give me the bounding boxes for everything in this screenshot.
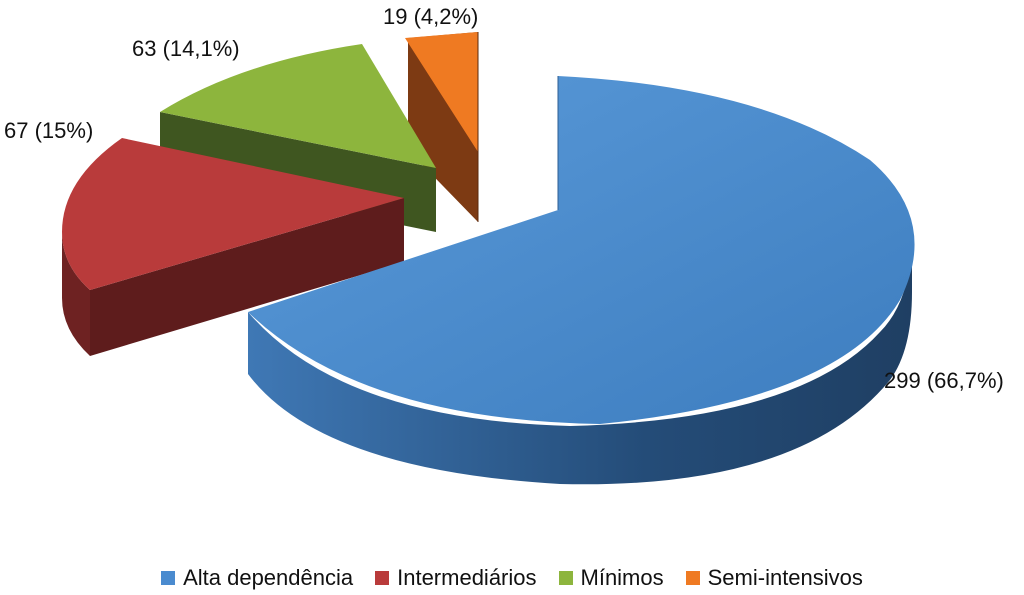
data-label-minimos: 63 (14,1%)	[132, 36, 240, 61]
legend-item-semi-intensivos: Semi-intensivos	[685, 565, 863, 591]
slice-alta-dependencia-side	[248, 232, 912, 485]
data-label-intermediarios: 67 (15%)	[4, 118, 93, 143]
legend-label-alta-dependencia: Alta dependência	[183, 565, 354, 590]
slice-intermediarios-top	[62, 138, 404, 290]
legend: Alta dependência Intermediários Mínimos …	[0, 562, 1024, 594]
legend-label-minimos: Mínimos	[580, 565, 664, 590]
legend-swatch-intermediarios	[375, 571, 390, 585]
legend-swatch-semi-intensivos	[685, 571, 700, 585]
slice-semi-intensivos-top	[405, 32, 478, 152]
slice-alta-dependencia	[248, 76, 915, 485]
legend-item-alta-dependencia: Alta dependência	[161, 565, 353, 591]
data-label-alta-dependencia: 299 (66,7%)	[884, 368, 1004, 393]
legend-item-intermediarios: Intermediários	[375, 565, 537, 591]
legend-swatch-alta-dependencia	[161, 571, 176, 585]
data-label-semi-intensivos: 19 (4,2%)	[383, 4, 478, 29]
slice-intermediarios-side-front	[90, 198, 404, 356]
slice-minimos-top	[160, 44, 436, 168]
slice-alta-dependencia-top	[248, 76, 915, 424]
legend-label-intermediarios: Intermediários	[397, 565, 537, 590]
legend-swatch-minimos	[558, 571, 573, 585]
slice-intermediarios	[62, 138, 404, 356]
legend-label-semi-intensivos: Semi-intensivos	[707, 565, 863, 590]
legend-item-minimos: Mínimos	[558, 565, 664, 591]
slice-semi-intensivos	[405, 32, 479, 222]
